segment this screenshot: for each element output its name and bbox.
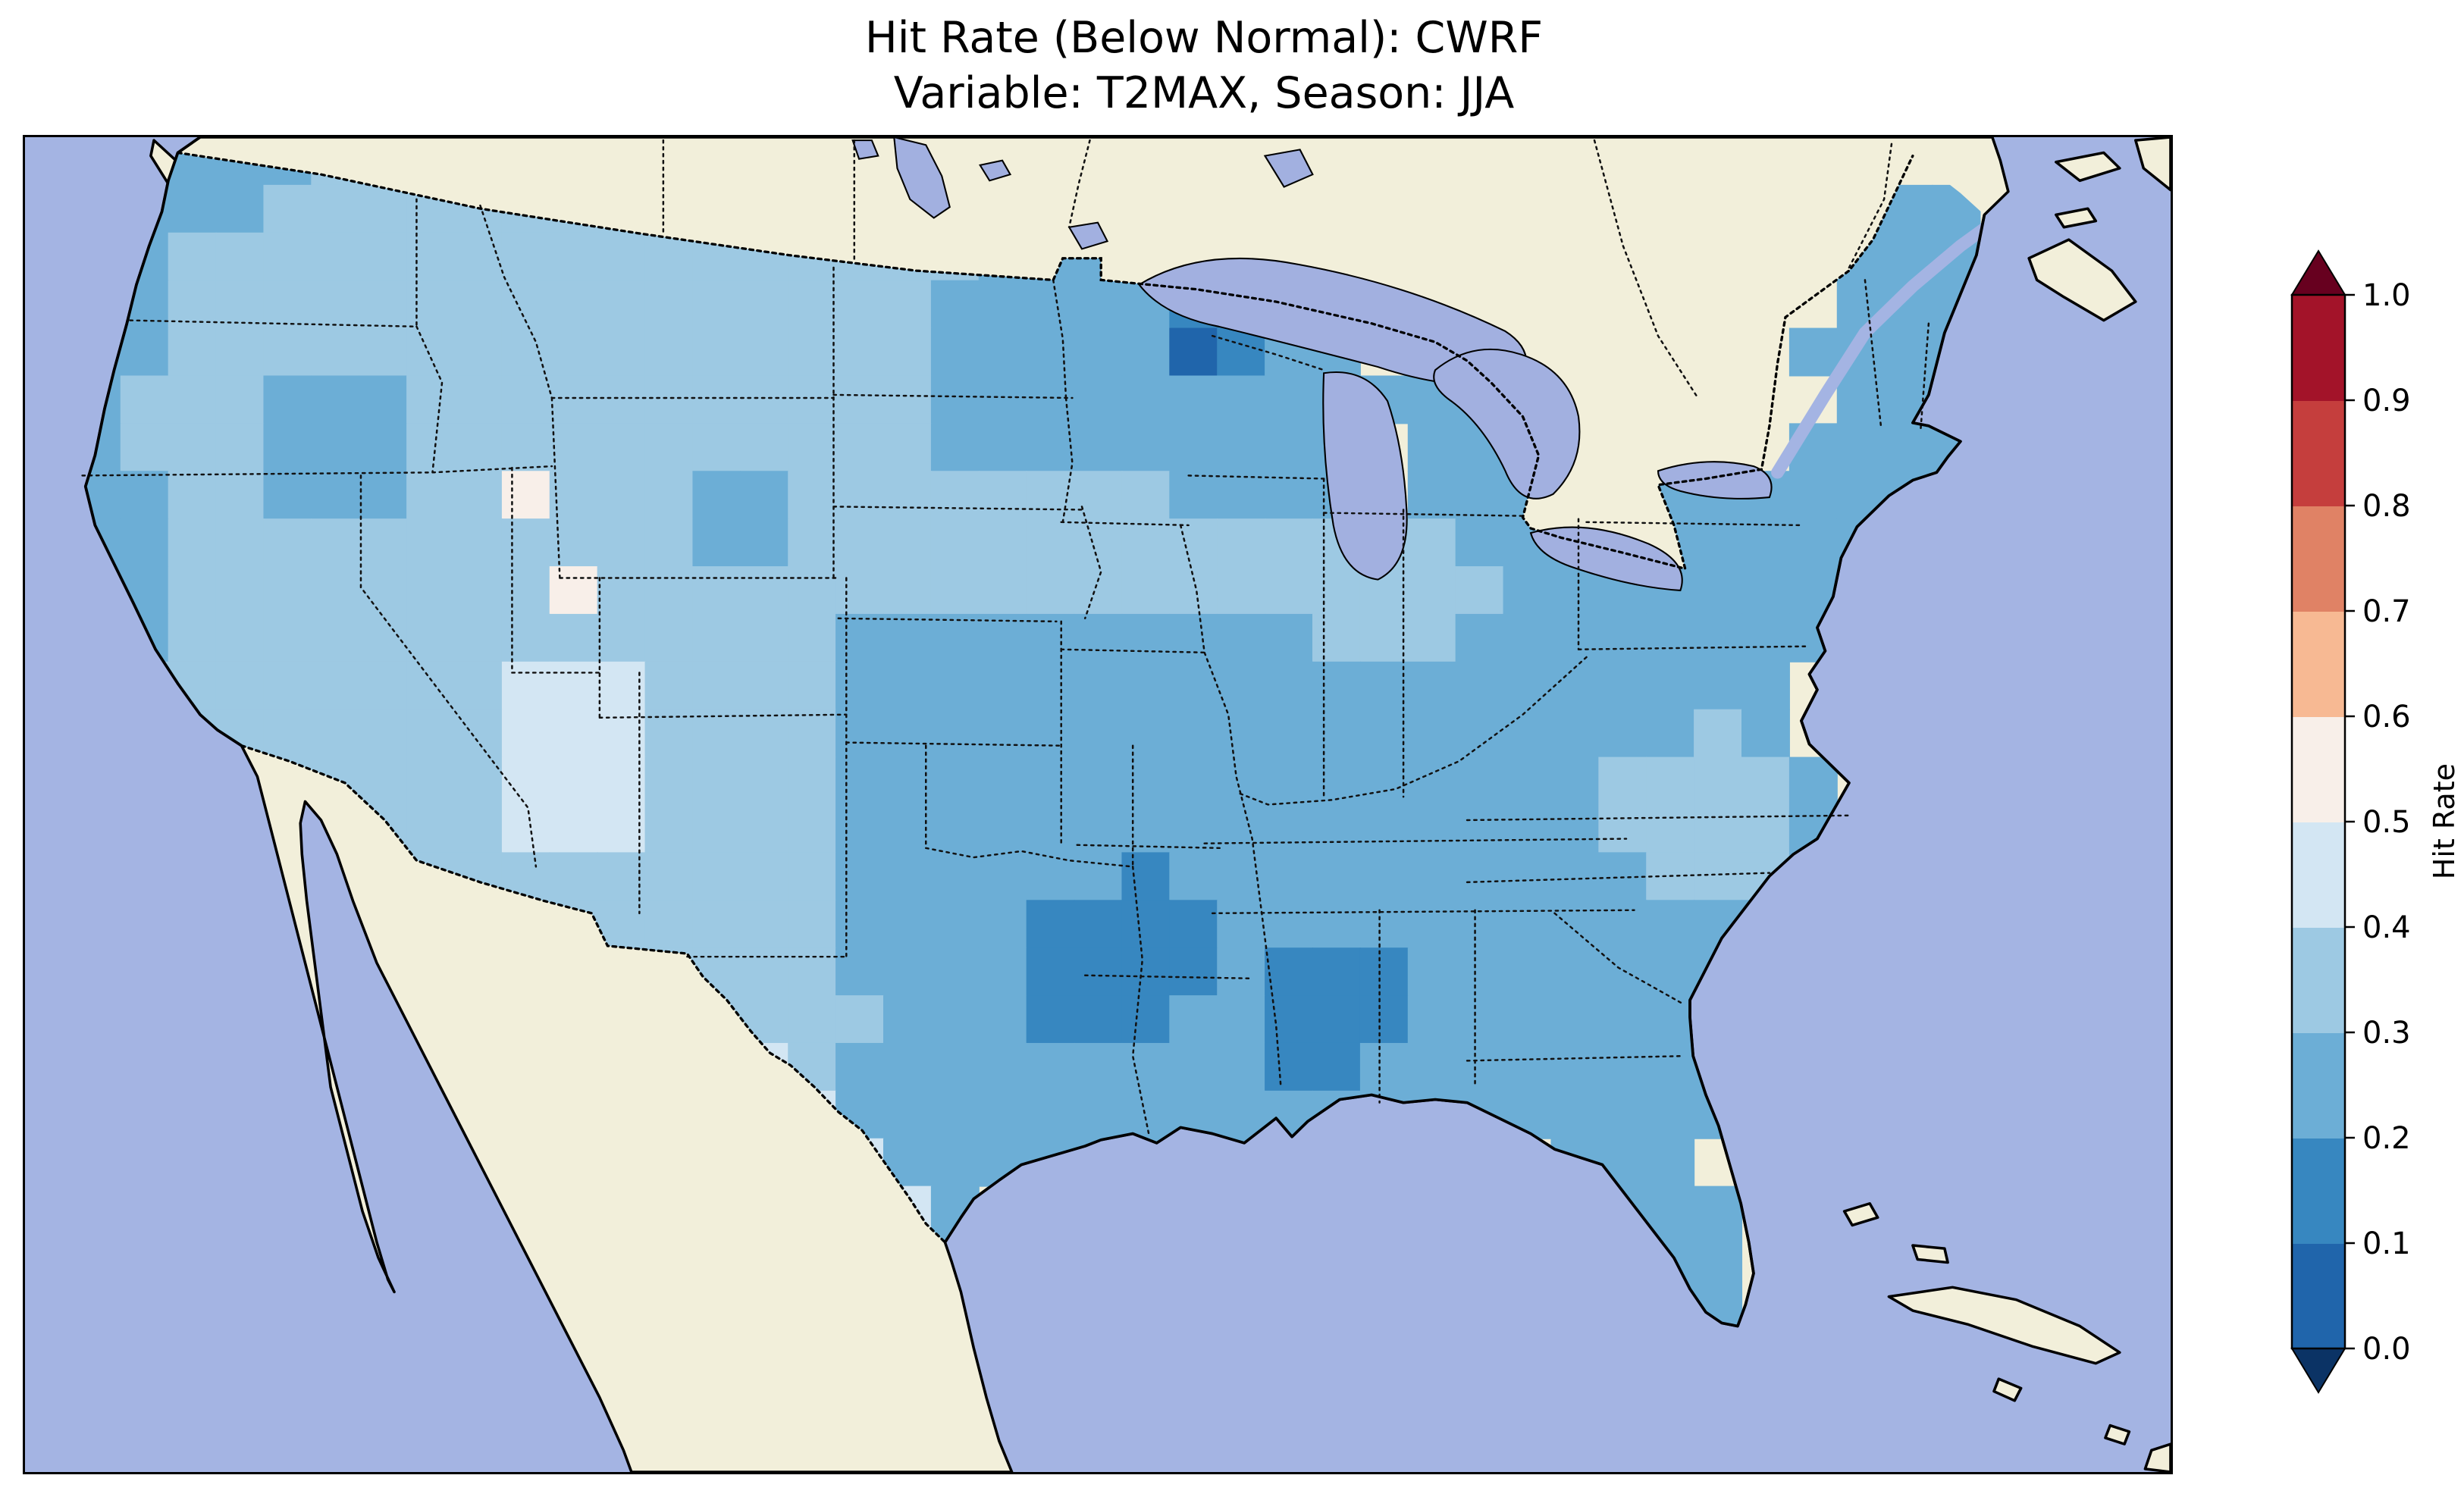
lake-nipigon bbox=[1263, 149, 1314, 188]
small-island bbox=[1992, 1377, 2023, 1402]
us-mexico-border bbox=[240, 744, 947, 1244]
colorbar: 0.0 0.1 0.2 0.3 0.4 0.5 0.6 0.7 0.8 0.9 1.0 bbox=[2290, 249, 2411, 1394]
nova-scotia bbox=[2027, 238, 2137, 322]
title-line-2: Variable: T2MAX, Season: JJA bbox=[893, 67, 1515, 118]
bahamas-island bbox=[1911, 1244, 1949, 1264]
colorbar-tick-label: 0.9 bbox=[2362, 384, 2411, 418]
newfoundland bbox=[2134, 137, 2171, 192]
st-lawrence-river bbox=[1771, 208, 2010, 479]
map-panel bbox=[23, 135, 2173, 1474]
colorbar-segment bbox=[2292, 716, 2345, 822]
colorbar-under-arrow bbox=[2290, 1348, 2346, 1394]
small-island bbox=[2143, 1442, 2171, 1472]
colorbar-tick-label: 1.0 bbox=[2362, 278, 2411, 313]
title-line-1: Hit Rate (Below Normal): CWRF bbox=[864, 13, 1544, 63]
canadian-lake bbox=[851, 139, 879, 160]
lake-winnipeg bbox=[893, 137, 951, 219]
lake-huron bbox=[1433, 348, 1581, 500]
colorbar-tick-label: 0.7 bbox=[2362, 594, 2411, 629]
lake-ontario bbox=[1657, 461, 1773, 500]
us-coastline bbox=[83, 137, 243, 747]
colorbar-segment bbox=[2292, 506, 2345, 612]
lake-michigan bbox=[1322, 371, 1408, 581]
colorbar-segment bbox=[2292, 822, 2345, 928]
colorbar-label: Hit Rate bbox=[2428, 763, 2461, 880]
colorbar-tick-label: 0.5 bbox=[2362, 805, 2411, 840]
us-coastline bbox=[943, 215, 1986, 1328]
prince-edward-island bbox=[2055, 207, 2098, 229]
us-map bbox=[25, 137, 2171, 1472]
colorbar-segment bbox=[2292, 927, 2345, 1033]
colorbar-tick-label: 0.3 bbox=[2362, 1016, 2411, 1051]
anticosti-island bbox=[2055, 151, 2121, 183]
colorbar-over-arrow bbox=[2290, 249, 2346, 296]
bahamas-island bbox=[1842, 1202, 1879, 1227]
colorbar-label-wrap: Hit Rate bbox=[2423, 295, 2464, 1348]
small-island bbox=[2104, 1424, 2131, 1445]
lake-erie bbox=[1529, 526, 1683, 591]
colorbar-segment bbox=[2292, 611, 2345, 717]
canadian-lake bbox=[978, 159, 1012, 182]
colorbar-tick-label: 0.0 bbox=[2362, 1332, 2411, 1367]
us-canada-border bbox=[176, 151, 1914, 571]
colorbar-tick-label: 0.4 bbox=[2362, 910, 2411, 945]
colorbar-tick-label: 0.6 bbox=[2362, 700, 2411, 734]
cuba bbox=[1887, 1286, 2121, 1365]
colorbar-segment bbox=[2292, 1243, 2345, 1349]
colorbar-tick-label: 0.8 bbox=[2362, 489, 2411, 524]
great-lakes bbox=[851, 137, 1773, 591]
colorbar-tick-label: 0.2 bbox=[2362, 1121, 2411, 1156]
colorbar-segment bbox=[2292, 400, 2345, 506]
colorbar-tick-label: 0.1 bbox=[2362, 1226, 2411, 1261]
colorbar-segment bbox=[2292, 1138, 2345, 1244]
lake-of-the-woods bbox=[1067, 221, 1109, 250]
state-borders bbox=[81, 139, 1930, 1135]
colorbar-segment bbox=[2292, 295, 2345, 401]
colorbar-segment bbox=[2292, 1032, 2345, 1139]
figure-title: Hit Rate (Below Normal): CWRF Variable: … bbox=[23, 11, 2385, 121]
